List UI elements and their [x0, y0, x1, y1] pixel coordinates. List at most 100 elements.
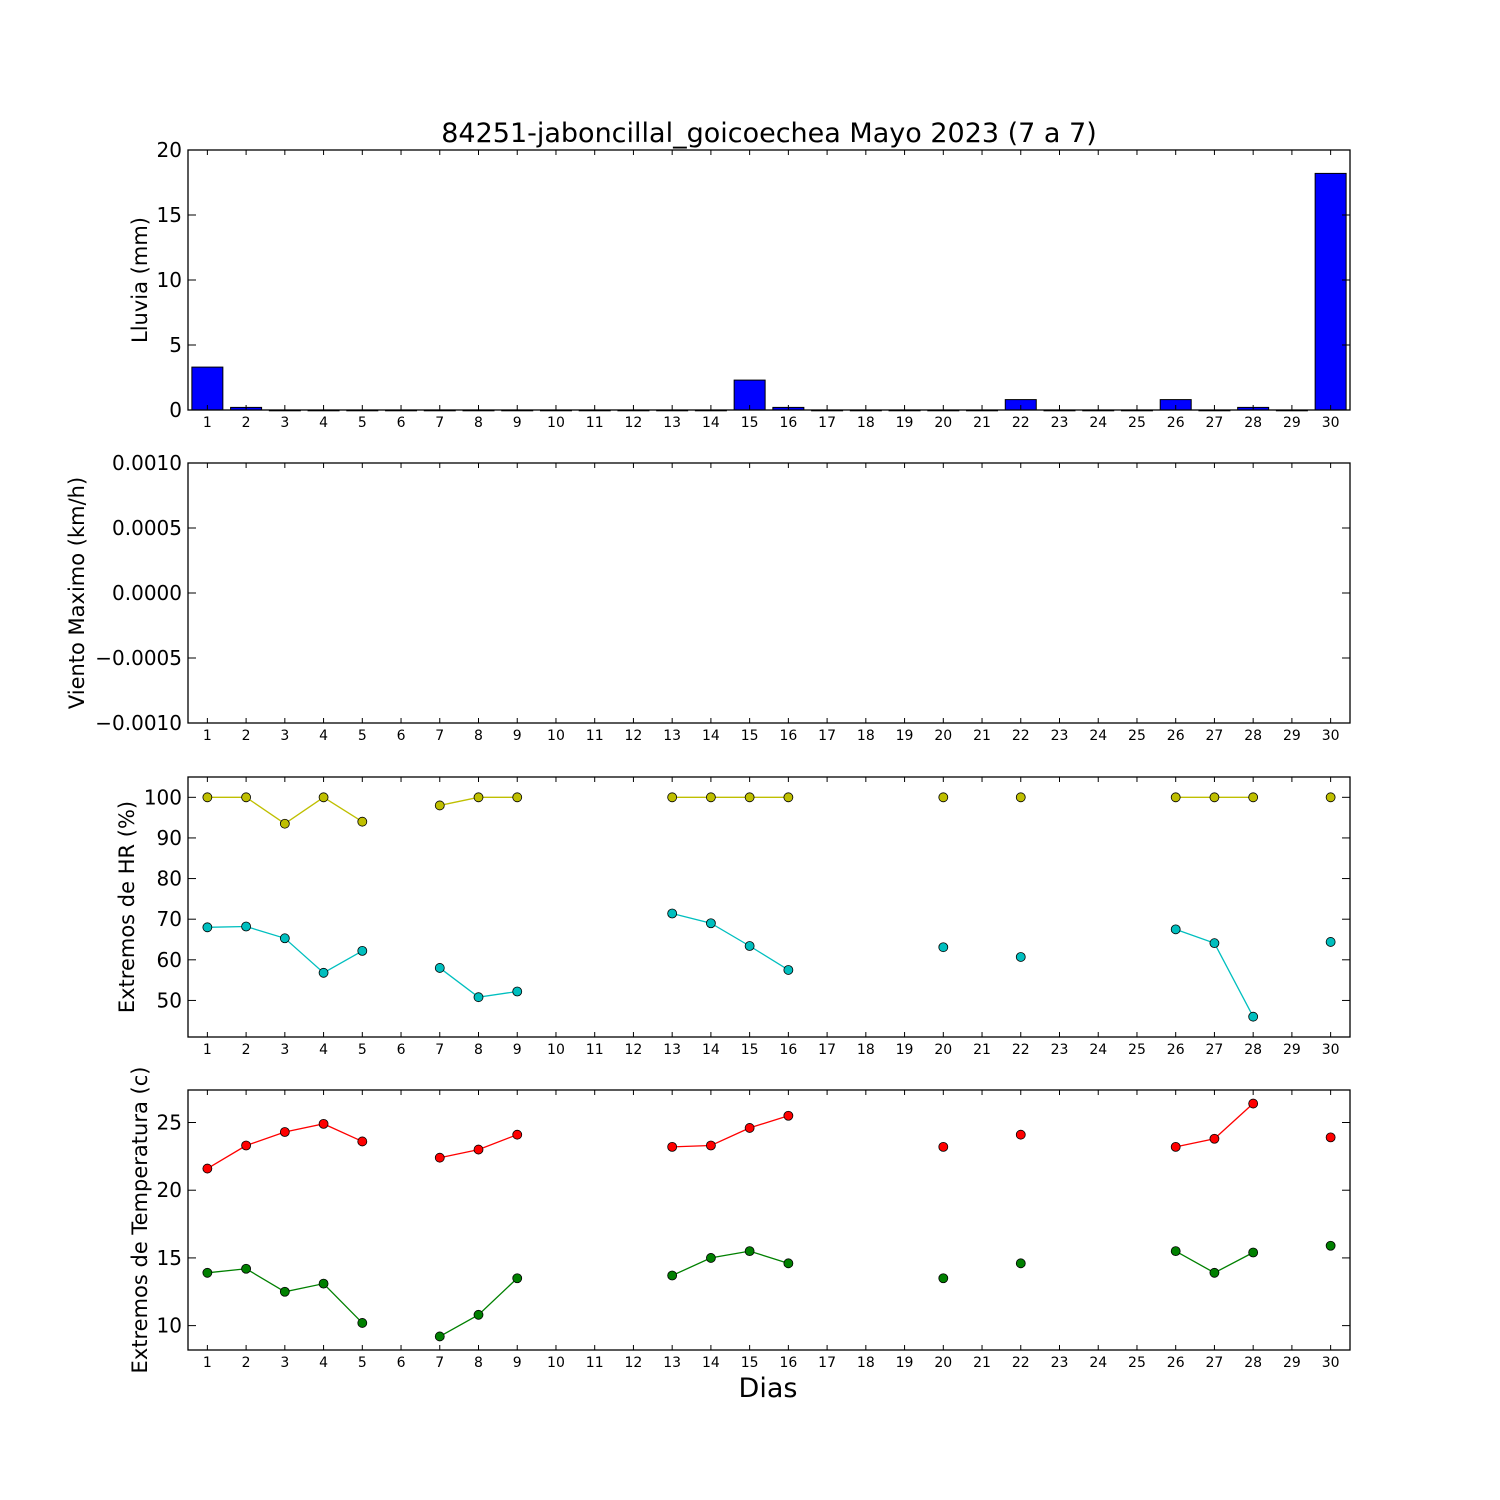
x-tick-label: 19 [896, 415, 914, 431]
x-tick-label: 10 [547, 728, 565, 744]
x-tick-label: 21 [973, 1355, 991, 1371]
x-tick-label: 2 [242, 415, 251, 431]
plot-frame [187, 149, 1351, 411]
series-2-point-day-5 [357, 1318, 368, 1328]
series-2-line [671, 1250, 789, 1277]
x-tick-label: 12 [625, 728, 643, 744]
x-tick-label: 23 [1051, 1042, 1069, 1058]
series-2-point-day-27 [1209, 938, 1220, 949]
x-tick-label: 19 [896, 1042, 914, 1058]
x-tick-label: 11 [586, 728, 604, 744]
x-tick-label: 24 [1089, 415, 1107, 431]
x-tick-label: 6 [397, 415, 406, 431]
x-tick-label: 18 [857, 415, 875, 431]
x-tick-label: 30 [1322, 1042, 1340, 1058]
y-axis-label: Viento Maximo (km/h) [65, 477, 89, 709]
series-1-point-day-7 [434, 1152, 445, 1163]
x-tick-label: 15 [741, 728, 759, 744]
y-tick-label: 80 [157, 867, 182, 891]
series-2-point-day-28 [1248, 1247, 1259, 1258]
y-tick-label: 70 [157, 907, 182, 931]
x-tick-label: 17 [818, 415, 836, 431]
y-tick-label: 10 [157, 268, 182, 292]
x-tick-label: 26 [1167, 728, 1185, 744]
x-tick-label: 14 [702, 415, 720, 431]
series-2-line [439, 1277, 518, 1338]
x-tick-label: 24 [1089, 728, 1107, 744]
x-tick-label: 7 [435, 415, 444, 431]
x-tick-label: 26 [1167, 1355, 1185, 1371]
x-tick-label: 16 [779, 728, 797, 744]
x-tick-label: 17 [818, 1042, 836, 1058]
x-tick-label: 14 [702, 728, 720, 744]
series-1-point-day-22 [1015, 1129, 1026, 1140]
series-1-point-day-20 [938, 1141, 949, 1152]
series-1-line [672, 1115, 789, 1148]
series-2-point-day-4 [318, 967, 329, 978]
x-tick-label: 16 [779, 1042, 797, 1058]
x-tick-label: 7 [435, 1042, 444, 1058]
x-tick-label: 27 [1206, 1042, 1224, 1058]
x-tick-label: 23 [1051, 415, 1069, 431]
x-tick-label: 29 [1283, 415, 1301, 431]
x-tick-label: 22 [1012, 1355, 1030, 1371]
x-tick-label: 28 [1244, 415, 1262, 431]
x-tick-label: 4 [319, 1042, 328, 1058]
x-tick-label: 10 [547, 1355, 565, 1371]
x-tick-label: 6 [397, 1355, 406, 1371]
series-2-point-day-30 [1325, 937, 1336, 947]
x-tick-label: 15 [741, 1042, 759, 1058]
y-axis-label: Extremos de HR (%) [115, 801, 139, 1013]
series-2-point-day-28 [1248, 1011, 1259, 1022]
x-tick-label: 14 [702, 1042, 720, 1058]
series-1-point-day-2 [241, 1140, 252, 1151]
series-2-point-day-14 [706, 918, 716, 929]
x-tick-label: 11 [586, 1042, 604, 1058]
series-1-point-day-16 [783, 792, 794, 803]
x-tick-label: 25 [1128, 1042, 1146, 1058]
x-tick-label: 18 [857, 728, 875, 744]
series-2-point-day-13 [667, 908, 678, 919]
x-tick-label: 24 [1089, 1042, 1107, 1058]
x-tick-label: 1 [203, 415, 212, 431]
series-1-point-day-30 [1325, 1132, 1336, 1143]
series-1-point-day-1 [202, 1163, 213, 1174]
x-tick-label: 18 [857, 1355, 875, 1371]
series-2-point-day-9 [512, 986, 523, 997]
y-tick-label: 0.0010 [112, 451, 182, 475]
x-tick-label: 16 [779, 1355, 797, 1371]
series-1-point-day-5 [357, 1136, 368, 1147]
x-tick-label: 30 [1322, 1355, 1340, 1371]
y-tick-label: −0.0010 [95, 711, 182, 735]
series-1-point-day-28 [1248, 792, 1259, 803]
x-tick-label: 12 [625, 415, 643, 431]
series-2-point-day-1 [202, 922, 213, 933]
x-tick-label: 29 [1283, 1042, 1301, 1058]
x-tick-label: 27 [1206, 415, 1224, 431]
series-1-point-day-16 [783, 1110, 794, 1121]
y-tick-label: 15 [157, 203, 182, 227]
y-tick-label: 0.0005 [112, 516, 182, 540]
x-tick-label: 8 [474, 728, 483, 744]
series-1-point-day-15 [744, 1123, 755, 1133]
series-1-point-day-3 [279, 1127, 290, 1137]
x-tick-label: 26 [1167, 415, 1185, 431]
x-tick-label: 28 [1244, 728, 1262, 744]
series-2-point-day-5 [357, 945, 368, 956]
series-2-point-day-14 [706, 1253, 716, 1263]
y-tick-label: 100 [144, 785, 182, 809]
x-tick-label: 15 [741, 415, 759, 431]
y-tick-label: 50 [157, 988, 182, 1012]
x-tick-label: 20 [934, 1042, 952, 1058]
x-tick-label: 25 [1128, 415, 1146, 431]
series-1-point-day-22 [1015, 792, 1026, 803]
x-tick-label: 20 [934, 415, 952, 431]
x-tick-label: 20 [934, 728, 952, 744]
series-1-point-day-1 [202, 792, 213, 803]
series-1-point-day-26 [1170, 1141, 1181, 1152]
series-2-point-day-27 [1209, 1267, 1220, 1278]
x-tick-label: 13 [663, 728, 681, 744]
series-2-point-day-13 [667, 1270, 678, 1281]
y-tick-label: 20 [157, 1178, 182, 1202]
